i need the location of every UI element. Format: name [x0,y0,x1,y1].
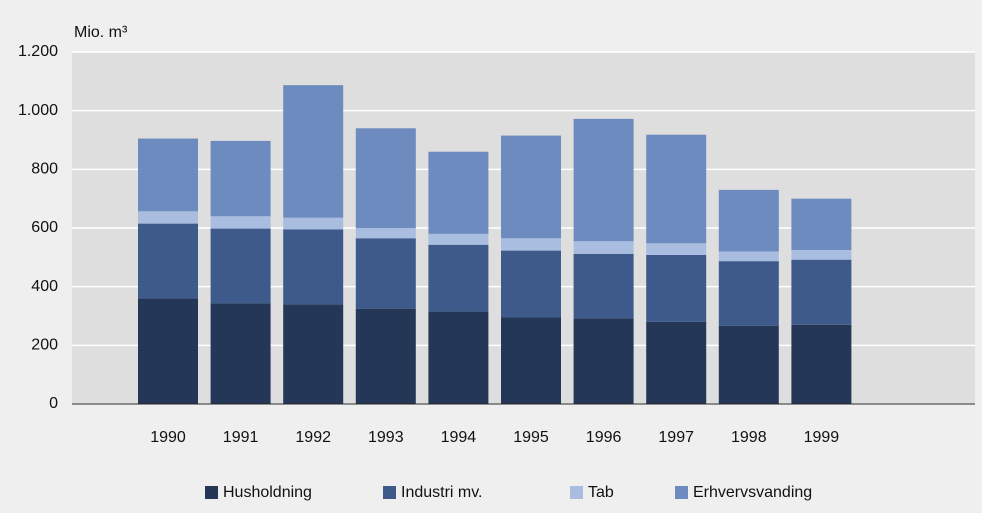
x-tick-label: 1994 [441,429,477,446]
legend-swatch [675,486,688,499]
legend-swatch [205,486,218,499]
bar-segment [210,140,271,217]
bar-segment [791,259,852,325]
bar-segment [138,223,198,299]
y-tick-label: 200 [31,337,58,354]
bar-segment [283,217,344,230]
bar-segment [573,118,634,242]
bar-segment [646,321,707,404]
bar-segment [573,318,634,404]
bar-segment [210,216,271,229]
y-axis-label: Mio. m³ [74,24,128,41]
bar-segment [283,229,344,305]
bar-segment [355,308,416,404]
bar-segment [646,254,707,322]
bar-segment [791,324,852,404]
bar-segment [718,251,779,262]
bar-segment [718,325,779,404]
bar-segment [283,304,344,404]
x-tick-label: 1991 [223,429,259,446]
y-tick-label: 1.000 [18,102,58,119]
bar-segment [138,211,198,224]
y-tick-label: 400 [31,278,58,295]
bar-segment [428,244,489,312]
x-tick-label: 1997 [658,429,694,446]
bar-segment [646,134,707,244]
x-tick-label: 1995 [513,429,549,446]
x-tick-label: 1990 [150,429,186,446]
bar-segment [355,238,416,309]
x-tick-label: 1999 [804,429,840,446]
legend-label: Industri mv. [401,484,483,501]
bar-segment [210,228,271,304]
bar-segment [210,303,271,404]
bar-segment [501,238,561,251]
legend-label: Husholdning [223,484,312,501]
bar-segment [283,85,344,218]
bar-segment [355,128,416,228]
bar-segment [501,250,561,318]
bar-segment [501,135,561,239]
bar-segment [428,151,489,234]
bar-segment [573,253,634,319]
bar-segment [355,228,416,239]
bar-segment [138,298,198,404]
legend-swatch [570,486,583,499]
legend-label: Tab [588,484,614,501]
bar-segment [791,198,852,250]
bar-segment [646,243,707,255]
bar-segment [718,189,779,252]
bar-segment [428,311,489,404]
legend-swatch [383,486,396,499]
x-tick-label: 1992 [295,429,331,446]
y-tick-label: 600 [31,219,58,236]
legend-label: Erhvervsvanding [693,484,812,501]
bar-segment [428,233,489,245]
x-tick-label: 1998 [731,429,767,446]
y-tick-label: 0 [49,395,58,412]
y-tick-label: 800 [31,161,58,178]
bar-segment [718,261,779,326]
bar-segment [573,241,634,254]
bar-segment [791,250,852,260]
bar-segment [501,317,561,404]
x-tick-label: 1993 [368,429,404,446]
y-tick-label: 1.200 [18,43,58,60]
bar-segment [138,138,198,212]
x-tick-label: 1996 [586,429,622,446]
